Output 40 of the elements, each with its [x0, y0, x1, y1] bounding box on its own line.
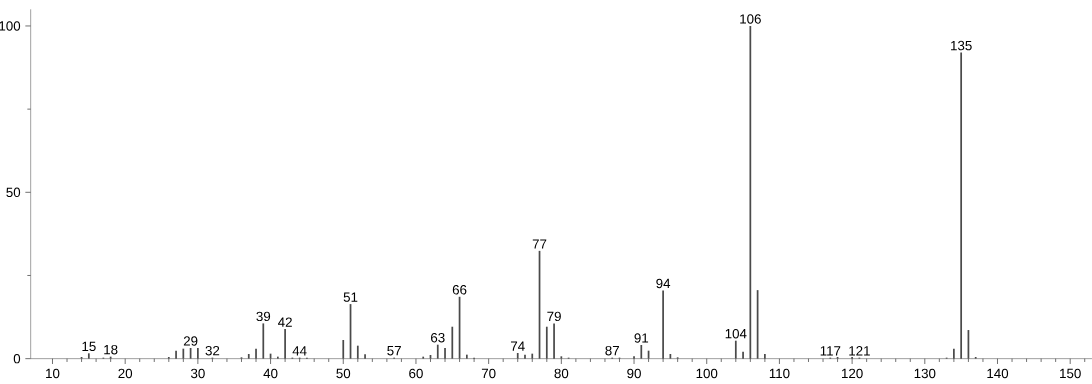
x-tick-label: 30	[190, 368, 205, 379]
annotation: 74	[511, 341, 525, 351]
y-tick-label: 100	[0, 21, 21, 31]
annotation: 121	[849, 346, 870, 356]
annotation: 29	[183, 336, 198, 346]
x-tick-label: 60	[409, 368, 423, 379]
annotation: 42	[278, 317, 292, 327]
annotation: 57	[387, 346, 401, 356]
annotation: 135	[951, 40, 972, 51]
y-tick-label: 50	[6, 187, 21, 198]
x-tick-label: 110	[769, 368, 790, 379]
annotation: 18	[104, 344, 118, 355]
x-tick-label: 140	[987, 368, 1009, 379]
annotation: 94	[656, 278, 671, 289]
x-tick-label: 10	[46, 368, 60, 379]
annotation: 51	[343, 292, 358, 302]
x-tick-label: 100	[696, 368, 718, 379]
x-tick-label: 40	[263, 368, 278, 379]
annotation: 117	[820, 346, 841, 356]
annotation: 66	[452, 285, 467, 295]
annotation: 39	[256, 311, 271, 322]
x-tick-label: 70	[481, 368, 496, 379]
annotation: 77	[532, 239, 547, 249]
annotation: 87	[605, 345, 619, 356]
annotation: 44	[292, 346, 307, 356]
x-tick-label: 150	[1060, 368, 1081, 379]
annotation: 91	[634, 333, 649, 343]
annotation: 32	[205, 345, 220, 356]
x-tick-label: 120	[842, 368, 863, 379]
x-tick-label: 80	[554, 368, 569, 379]
annotation: 15	[82, 341, 96, 352]
x-tick-label: 90	[627, 368, 641, 379]
annotation: 104	[725, 328, 747, 339]
y-tick-label: 0	[13, 353, 21, 364]
annotation: 63	[431, 332, 445, 343]
annotation: 79	[547, 311, 561, 322]
annotation: 106	[740, 14, 761, 24]
x-tick-label: 20	[118, 368, 133, 379]
x-tick-label: 130	[914, 368, 936, 379]
x-tick-label: 50	[336, 368, 351, 379]
